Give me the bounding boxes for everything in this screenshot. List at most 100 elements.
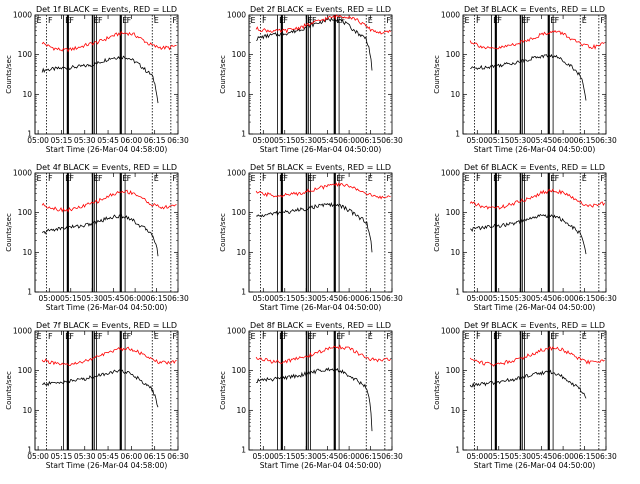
ef-marker-label: F xyxy=(69,332,74,341)
y-tick-label: 10 xyxy=(450,248,460,257)
ef-marker-label: F xyxy=(283,174,288,183)
ef-marker-label: F xyxy=(526,332,531,341)
x-tick-label: 06:00 xyxy=(338,294,360,303)
x-axis-label: Start Time (26-Mar-04 04:50:00) xyxy=(260,461,382,470)
x-tick-label: 05:00 xyxy=(252,452,274,461)
y-tick-label: 100 xyxy=(18,366,33,375)
x-tick-label: 06:30 xyxy=(595,452,617,461)
ef-marker-label: F xyxy=(262,16,267,25)
x-tick-label: 05:00 xyxy=(27,136,49,145)
series-line-events xyxy=(470,53,587,101)
x-tick-label: 05:15 xyxy=(51,452,73,461)
series-line-lld xyxy=(255,14,391,35)
ef-marker-label: F xyxy=(69,174,74,183)
ef-marker-label: F xyxy=(341,174,346,183)
y-tick-label: 1 xyxy=(241,130,246,139)
series-line-lld xyxy=(255,344,391,364)
ef-marker-label: E xyxy=(251,332,256,341)
y-axis-label: Counts/sec xyxy=(219,55,227,94)
y-tick-label: 10 xyxy=(22,406,32,415)
x-tick-label: 05:00 xyxy=(252,136,274,145)
y-axis-label: Counts/sec xyxy=(5,371,13,410)
y-tick-label: 10 xyxy=(236,406,246,415)
y-tick-label: 100 xyxy=(446,50,461,59)
ef-marker-label: F xyxy=(476,174,481,183)
chart-panel-9: Det 9f BLACK = Events, RED = LLD 1 10 100 10… xyxy=(433,321,617,470)
y-tick-label: 1000 xyxy=(441,11,460,20)
y-tick-label: 1000 xyxy=(13,327,32,336)
plot-frame xyxy=(462,330,607,451)
chart-panel-4: Det 4f BLACK = Events, RED = LLD 1 10 100 10… xyxy=(5,163,189,312)
x-tick-label: 05:30 xyxy=(295,136,317,145)
y-tick-label: 100 xyxy=(232,50,247,59)
x-tick-label: 05:00 xyxy=(466,294,488,303)
x-tick-label: 05:45 xyxy=(97,452,119,461)
ef-marker-label: E xyxy=(37,16,42,25)
x-tick-label: 05:45 xyxy=(317,136,339,145)
x-tick-label: 06:00 xyxy=(338,136,360,145)
x-tick-label: 06:30 xyxy=(167,452,189,461)
x-axis-label: Start Time (26-Mar-04 04:50:00) xyxy=(260,145,382,154)
x-tick-label: 06:00 xyxy=(552,294,574,303)
x-tick-label: 06:15 xyxy=(574,136,596,145)
x-tick-label: 05:15 xyxy=(274,294,296,303)
x-tick-label: 05:45 xyxy=(531,294,553,303)
y-tick-label: 1 xyxy=(455,288,460,297)
series-line-events xyxy=(42,369,159,408)
series-line-events xyxy=(469,369,587,399)
x-tick-label: 05:30 xyxy=(74,452,96,461)
x-tick-label: 06:30 xyxy=(381,294,403,303)
x-tick-label: 06:00 xyxy=(552,136,574,145)
ef-marker-label: E xyxy=(368,16,373,25)
x-tick-label: 06:30 xyxy=(381,136,403,145)
ef-marker-label: F xyxy=(341,332,346,341)
x-tick-label: 05:15 xyxy=(488,452,510,461)
series-line-events xyxy=(469,212,587,255)
ef-marker-label: F xyxy=(497,16,502,25)
chart-title: Det 7f BLACK = Events, RED = LLD xyxy=(36,321,177,330)
series-line-events xyxy=(255,201,373,253)
y-axis-label: Counts/sec xyxy=(5,55,13,94)
x-axis-label: Start Time (26-Mar-04 04:50:00) xyxy=(474,461,596,470)
y-tick-label: 1 xyxy=(27,130,32,139)
x-tick-label: 06:00 xyxy=(552,452,574,461)
ef-marker-label: F xyxy=(600,174,605,183)
chart-panel-1: Det 1f BLACK = Events, RED = LLD 1 10 100 10… xyxy=(5,5,189,154)
x-tick-label: 06:15 xyxy=(360,294,382,303)
ef-marker-label: F xyxy=(386,16,391,25)
chart-panel-8: Det 8f BLACK = Events, RED = LLD 1 10 100 10… xyxy=(219,321,403,470)
ef-marker-label: F xyxy=(172,16,177,25)
y-tick-label: 1000 xyxy=(441,327,460,336)
ef-marker-label: F xyxy=(600,16,605,25)
chart-title: Det 4f BLACK = Events, RED = LLD xyxy=(36,163,177,172)
x-tick-label: 05:45 xyxy=(531,136,553,145)
x-tick-label: 06:00 xyxy=(121,136,143,145)
ef-marker-label: F xyxy=(312,174,317,183)
ef-marker-label: F xyxy=(555,174,560,183)
ef-marker-label: F xyxy=(497,174,502,183)
ef-marker-label: F xyxy=(98,174,103,183)
x-tick-label: 06:30 xyxy=(167,136,189,145)
chart-panel-5: Det 5f BLACK = Events, RED = LLD 1 10 100 10… xyxy=(219,163,403,312)
x-tick-label: 06:30 xyxy=(381,452,403,461)
ef-marker-label: F xyxy=(262,332,267,341)
x-tick-label: 05:30 xyxy=(509,294,531,303)
x-tick-label: 06:30 xyxy=(167,294,189,303)
ef-marker-label: F xyxy=(312,332,317,341)
series-line-events xyxy=(255,17,373,71)
x-tick-label: 05:45 xyxy=(103,294,125,303)
plot-frame xyxy=(248,14,393,135)
ef-marker-label: F xyxy=(497,332,502,341)
x-tick-label: 06:00 xyxy=(121,452,143,461)
ef-marker-label: F xyxy=(600,332,605,341)
ef-marker-label: F xyxy=(283,332,288,341)
y-tick-label: 100 xyxy=(232,208,247,217)
ef-marker-label: E xyxy=(154,174,159,183)
y-axis-label: Counts/sec xyxy=(5,213,13,252)
ef-marker-label: F xyxy=(127,16,132,25)
chart-title: Det 1f BLACK = Events, RED = LLD xyxy=(36,5,177,14)
x-tick-label: 05:30 xyxy=(74,136,96,145)
ef-marker-label: F xyxy=(476,16,481,25)
x-tick-label: 06:00 xyxy=(124,294,146,303)
